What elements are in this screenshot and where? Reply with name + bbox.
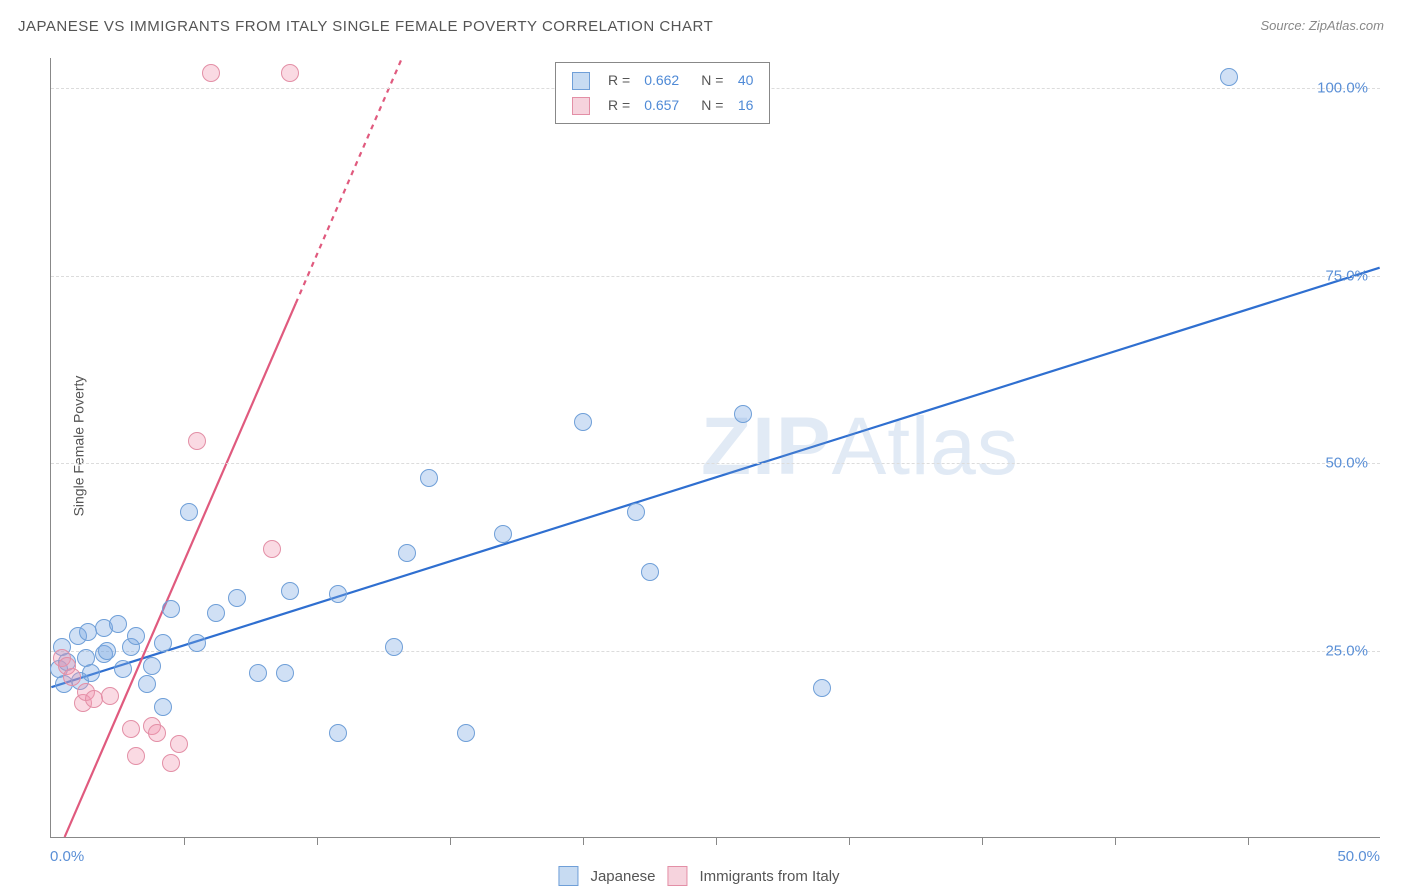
data-point — [329, 724, 347, 742]
data-point — [180, 503, 198, 521]
x-tick — [716, 837, 717, 845]
data-point — [82, 664, 100, 682]
data-point — [249, 664, 267, 682]
legend-r-value: 0.657 — [638, 94, 685, 117]
data-point — [63, 668, 81, 686]
gridline-horizontal — [51, 463, 1380, 464]
legend-r-label: R = — [602, 69, 636, 92]
x-tick — [184, 837, 185, 845]
data-point — [398, 544, 416, 562]
x-tick-label: 0.0% — [50, 848, 84, 865]
data-point — [263, 540, 281, 558]
data-point — [734, 405, 752, 423]
legend-n-label: N = — [687, 69, 729, 92]
data-point — [329, 585, 347, 603]
gridline-horizontal — [51, 651, 1380, 652]
data-point — [101, 687, 119, 705]
legend-swatch — [572, 97, 590, 115]
legend-swatch — [558, 866, 578, 886]
y-tick-label: 25.0% — [1325, 642, 1368, 659]
x-tick — [1115, 837, 1116, 845]
data-point — [494, 525, 512, 543]
legend-row: R =0.657N =16 — [566, 94, 759, 117]
trend-line — [51, 268, 1379, 687]
x-tick — [583, 837, 584, 845]
x-tick — [1248, 837, 1249, 845]
chart-title: JAPANESE VS IMMIGRANTS FROM ITALY SINGLE… — [18, 18, 713, 35]
data-point — [228, 589, 246, 607]
data-point — [138, 675, 156, 693]
gridline-horizontal — [51, 276, 1380, 277]
trend-lines-svg — [51, 58, 1380, 837]
legend-series-label: Immigrants from Italy — [700, 868, 840, 885]
source-attribution: Source: ZipAtlas.com — [1260, 18, 1384, 33]
x-tick — [317, 837, 318, 845]
y-tick-label: 100.0% — [1317, 80, 1368, 97]
data-point — [148, 724, 166, 742]
trend-line-dashed — [296, 58, 402, 303]
data-point — [162, 600, 180, 618]
data-point — [98, 642, 116, 660]
data-point — [1220, 68, 1238, 86]
y-tick-label: 50.0% — [1325, 455, 1368, 472]
data-point — [574, 413, 592, 431]
legend-row: R =0.662N =40 — [566, 69, 759, 92]
data-point — [154, 634, 172, 652]
trend-line — [65, 303, 296, 837]
source-prefix: Source: — [1260, 18, 1308, 33]
x-tick — [982, 837, 983, 845]
y-tick-label: 75.0% — [1325, 267, 1368, 284]
plot-area: ZIPAtlas 25.0%50.0%75.0%100.0% — [50, 58, 1380, 838]
data-point — [641, 563, 659, 581]
legend-n-label: N = — [687, 94, 729, 117]
x-tick — [849, 837, 850, 845]
data-point — [109, 615, 127, 633]
data-point — [143, 657, 161, 675]
data-point — [281, 64, 299, 82]
legend-swatch — [668, 866, 688, 886]
data-point — [122, 720, 140, 738]
data-point — [162, 754, 180, 772]
data-point — [457, 724, 475, 742]
data-point — [385, 638, 403, 656]
data-point — [276, 664, 294, 682]
x-tick — [450, 837, 451, 845]
data-point — [188, 432, 206, 450]
data-point — [170, 735, 188, 753]
legend-r-label: R = — [602, 94, 636, 117]
data-point — [281, 582, 299, 600]
data-point — [202, 64, 220, 82]
legend-r-value: 0.662 — [638, 69, 685, 92]
x-tick-label: 50.0% — [1337, 848, 1380, 865]
data-point — [127, 747, 145, 765]
data-point — [813, 679, 831, 697]
data-point — [420, 469, 438, 487]
data-point — [154, 698, 172, 716]
legend-series: Japanese Immigrants from Italy — [556, 866, 849, 886]
data-point — [188, 634, 206, 652]
legend-table: R =0.662N =40R =0.657N =16 — [564, 67, 761, 119]
source-name: ZipAtlas.com — [1309, 18, 1384, 33]
data-point — [207, 604, 225, 622]
data-point — [114, 660, 132, 678]
data-point — [627, 503, 645, 521]
legend-n-value: 40 — [731, 69, 759, 92]
legend-n-value: 16 — [731, 94, 759, 117]
data-point — [127, 627, 145, 645]
legend-series-label: Japanese — [590, 868, 655, 885]
legend-correlation-box: R =0.662N =40R =0.657N =16 — [555, 62, 770, 124]
legend-swatch — [572, 72, 590, 90]
